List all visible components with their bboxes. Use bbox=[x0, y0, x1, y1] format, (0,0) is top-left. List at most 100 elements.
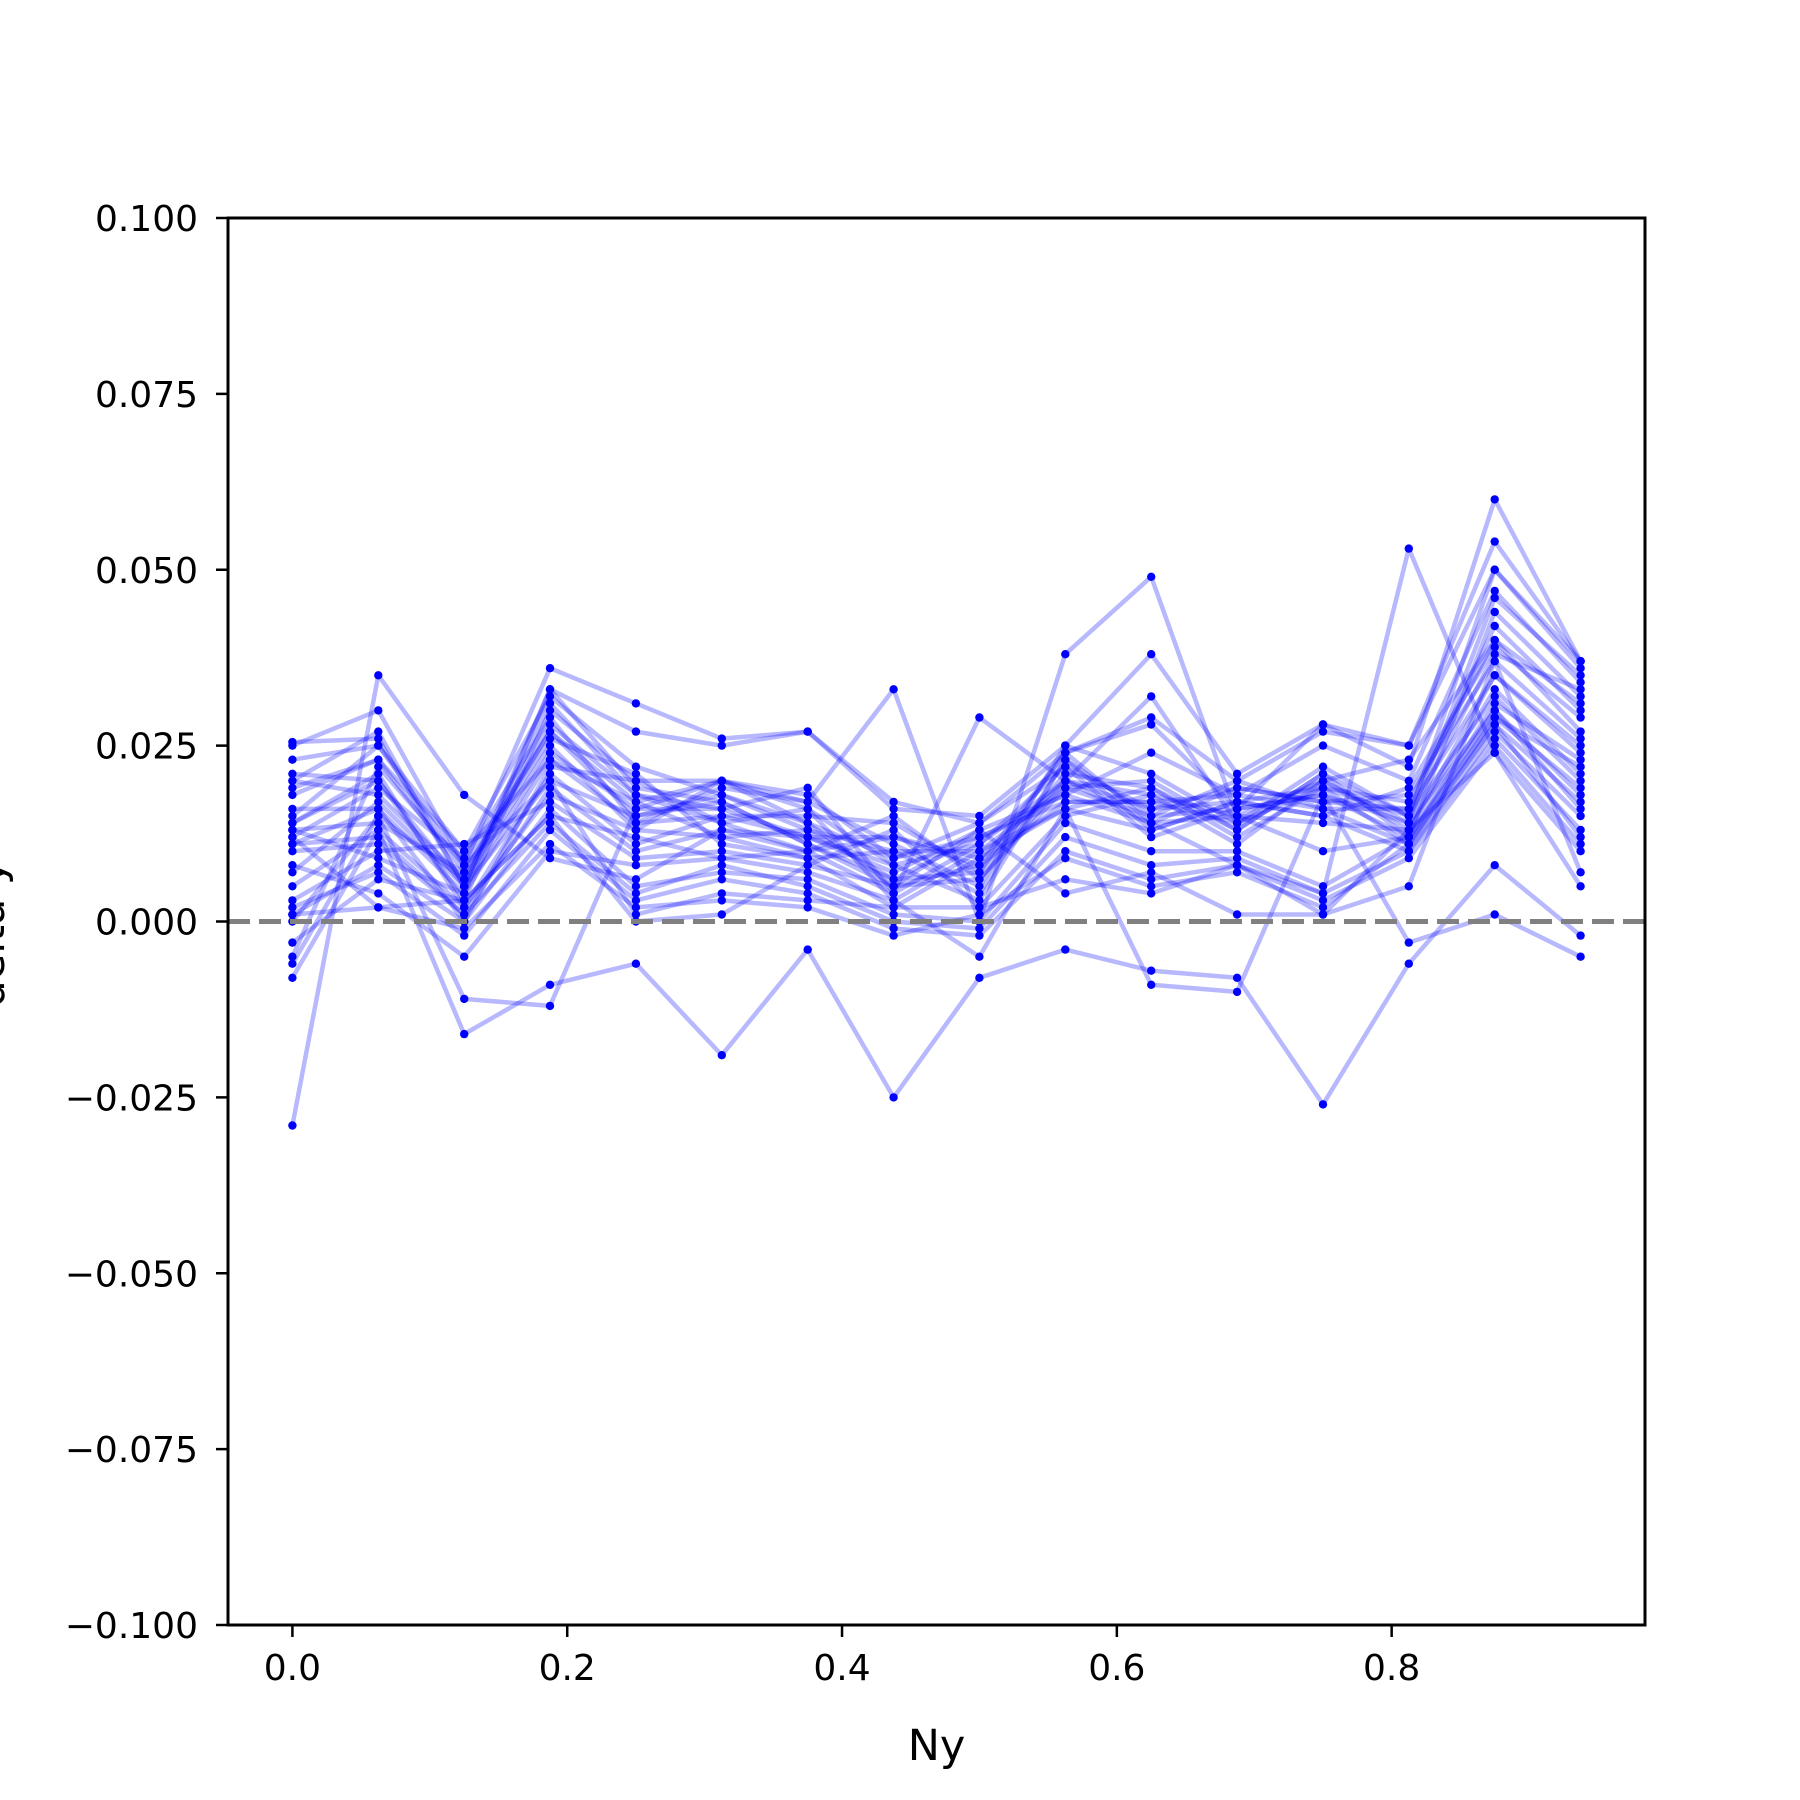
series-line bbox=[290, 694, 1583, 979]
data-point bbox=[545, 741, 555, 750]
data-point bbox=[374, 839, 383, 849]
data-point bbox=[1576, 671, 1585, 680]
data-point bbox=[545, 685, 555, 694]
data-point bbox=[460, 931, 469, 940]
data-point bbox=[1232, 832, 1242, 842]
series-line bbox=[292, 729, 1583, 910]
data-point bbox=[803, 783, 812, 792]
data-point bbox=[975, 896, 984, 905]
data-point bbox=[803, 903, 812, 912]
data-point bbox=[1061, 748, 1070, 757]
series-line bbox=[292, 673, 1583, 889]
data-point bbox=[1061, 847, 1070, 856]
series-line bbox=[291, 609, 1583, 924]
data-point bbox=[1490, 861, 1499, 870]
data-point bbox=[1404, 825, 1414, 835]
data-point bbox=[374, 762, 383, 771]
data-point bbox=[288, 896, 297, 905]
data-point bbox=[1232, 868, 1242, 877]
data-point bbox=[631, 875, 641, 884]
data-point bbox=[975, 839, 984, 849]
data-point bbox=[889, 910, 898, 919]
data-point bbox=[1576, 832, 1585, 842]
data-point bbox=[1404, 938, 1414, 947]
data-point bbox=[717, 896, 726, 905]
series-line bbox=[292, 687, 1583, 917]
data-point bbox=[1490, 635, 1499, 645]
data-point bbox=[975, 910, 984, 919]
data-point bbox=[374, 889, 383, 898]
data-point bbox=[1232, 825, 1242, 835]
data-point bbox=[803, 811, 812, 821]
data-point bbox=[1576, 692, 1585, 701]
data-point bbox=[288, 938, 297, 947]
data-point bbox=[717, 776, 726, 785]
data-point bbox=[803, 839, 812, 849]
data-point bbox=[1576, 811, 1585, 821]
data-point bbox=[288, 783, 297, 792]
data-point bbox=[1490, 910, 1499, 919]
data-point bbox=[374, 790, 383, 800]
series-line bbox=[290, 644, 1583, 965]
data-point bbox=[1061, 650, 1070, 659]
data-point bbox=[374, 861, 383, 870]
y-tick-label: −0.025 bbox=[65, 1078, 198, 1119]
data-point bbox=[975, 818, 984, 828]
series-line bbox=[292, 651, 1582, 889]
plot-area bbox=[228, 495, 1645, 1130]
data-point bbox=[545, 734, 555, 743]
data-point bbox=[975, 889, 984, 898]
data-point bbox=[631, 854, 641, 863]
data-point bbox=[975, 931, 984, 940]
data-point bbox=[374, 868, 383, 877]
data-point bbox=[1061, 875, 1070, 884]
data-point bbox=[1576, 741, 1585, 750]
data-point bbox=[545, 692, 555, 701]
data-point bbox=[803, 882, 812, 891]
data-point bbox=[975, 882, 984, 891]
data-point bbox=[460, 896, 469, 905]
x-tick-label: 0.8 bbox=[1363, 1648, 1420, 1689]
data-point bbox=[374, 797, 383, 807]
data-point bbox=[288, 903, 297, 912]
data-point bbox=[1147, 889, 1156, 898]
series-line bbox=[291, 497, 1583, 868]
data-point bbox=[803, 832, 812, 842]
data-point bbox=[717, 741, 726, 750]
data-point bbox=[717, 910, 726, 919]
data-point bbox=[545, 727, 555, 736]
series-line bbox=[290, 574, 1582, 1009]
y-tick-label: 0.000 bbox=[95, 903, 198, 944]
data-point bbox=[288, 973, 297, 982]
data-point bbox=[1576, 839, 1585, 849]
data-point bbox=[460, 790, 469, 800]
data-point bbox=[1490, 741, 1499, 750]
data-point bbox=[717, 839, 726, 849]
data-point bbox=[717, 847, 726, 856]
data-point bbox=[1490, 565, 1499, 574]
data-point bbox=[545, 790, 555, 800]
data-point bbox=[631, 818, 641, 828]
data-point bbox=[1490, 713, 1499, 722]
series-line bbox=[290, 722, 1583, 958]
data-point bbox=[975, 713, 984, 722]
data-point bbox=[288, 882, 297, 891]
data-point bbox=[631, 903, 641, 912]
data-point bbox=[1318, 804, 1328, 814]
data-point bbox=[1576, 727, 1585, 736]
data-point bbox=[1147, 966, 1156, 975]
data-point bbox=[1318, 889, 1328, 898]
data-point bbox=[1576, 713, 1585, 722]
data-point bbox=[1318, 811, 1328, 821]
data-point bbox=[1490, 734, 1499, 743]
data-point bbox=[1147, 797, 1156, 807]
data-point bbox=[1147, 882, 1156, 891]
data-point bbox=[717, 1051, 726, 1060]
data-point bbox=[1147, 769, 1156, 778]
data-point bbox=[460, 861, 469, 870]
data-point bbox=[1232, 973, 1242, 982]
data-point bbox=[545, 748, 555, 757]
data-point bbox=[1318, 741, 1328, 750]
data-point bbox=[288, 910, 297, 919]
data-point bbox=[1147, 980, 1156, 989]
